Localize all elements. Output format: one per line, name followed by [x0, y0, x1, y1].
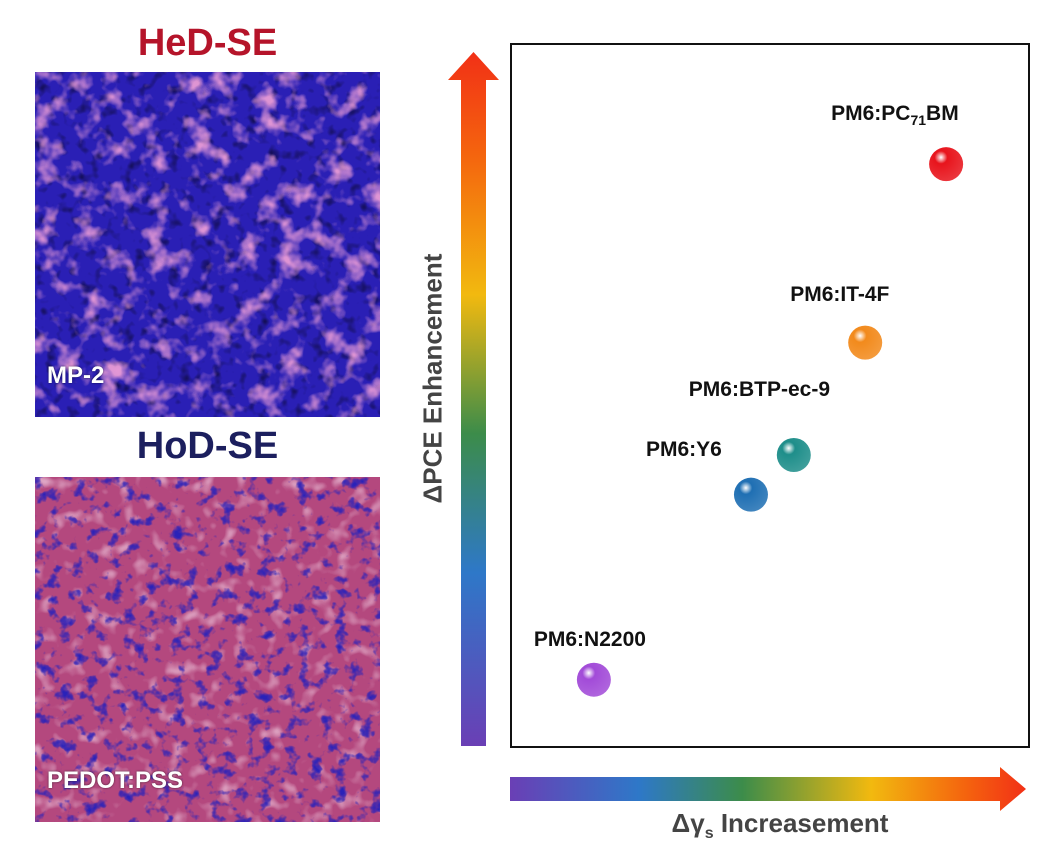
data-point-label: PM6:PC71BM: [831, 102, 959, 129]
data-point: [848, 325, 883, 360]
afm-label-pedot-pss: PEDOT:PSS: [47, 767, 184, 794]
afm-image-pedot-pss: PEDOT:PSS: [35, 477, 380, 822]
afm-texture-top: [35, 72, 380, 417]
scatter-plot-area: PM6:PC71BM PM6:IT-4F PM6:BTP-ec-9 PM6:Y6 PM6…: [510, 43, 1030, 748]
x-gradient-arrow: [510, 767, 1026, 811]
data-point-label: PM6:BTP-ec-9: [688, 377, 830, 401]
data-point: [929, 147, 964, 182]
data-point-label: PM6:IT-4F: [790, 282, 890, 306]
afm-image-mp2: MP-2: [35, 72, 380, 417]
data-point-label: PM6:N2200: [533, 627, 646, 651]
scatter-plot-svg: [576, 147, 964, 697]
y-gradient-arrow: [448, 52, 499, 746]
x-axis-label-prefix: Δγ: [671, 808, 705, 838]
points-layer: [576, 147, 964, 697]
afm-texture-bottom: [35, 477, 380, 822]
x-axis-label-sub: s: [704, 825, 714, 843]
hed-se-title: HeD-SE: [137, 22, 278, 64]
data-point: [776, 437, 811, 472]
data-point-label: PM6:Y6: [645, 437, 722, 461]
hod-se-title: HoD-SE: [136, 425, 279, 467]
data-point: [733, 477, 768, 512]
x-axis-label: Δγs Increasement: [620, 808, 940, 843]
y-axis-label: ΔPCE Enhancement: [417, 253, 448, 504]
x-axis-label-suffix: Increasement: [713, 808, 889, 838]
data-point: [576, 662, 611, 697]
afm-label-mp2: MP-2: [47, 362, 105, 389]
